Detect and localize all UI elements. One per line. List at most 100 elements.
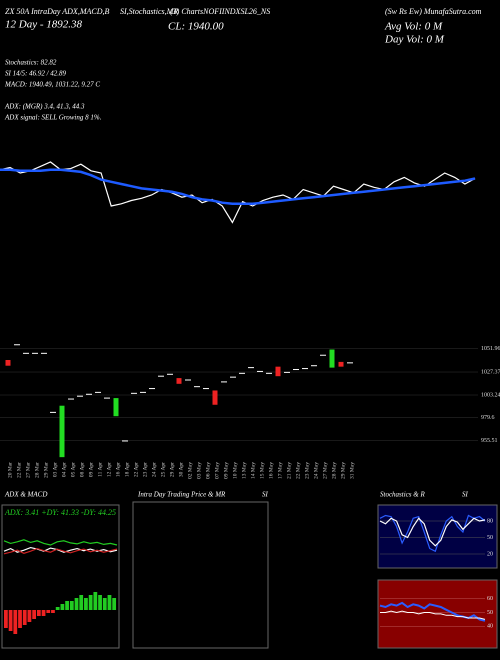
panel-title: ADX & MACD: [4, 491, 47, 499]
x-tick-label: 25 Apr: [160, 462, 166, 477]
x-tick-label: 22 Mar: [16, 462, 22, 478]
panel-subtitle: SI: [262, 491, 269, 499]
macd-bar: [4, 610, 8, 628]
y-tick-label: 955.51: [481, 438, 498, 444]
y-tick-label: 20: [487, 551, 493, 557]
x-tick-label: 29 May: [340, 462, 346, 479]
x-tick-label: 07 May: [214, 462, 220, 479]
macd-bar: [13, 610, 18, 634]
macd-bar: [55, 607, 60, 610]
y-tick-label: 40: [487, 624, 493, 630]
series-line: [0, 168, 476, 206]
macd-bar: [65, 601, 69, 610]
x-tick-label: 08 Apr: [79, 462, 85, 477]
y-tick-label: 1003.24: [481, 392, 500, 398]
macd-bar: [60, 604, 65, 610]
x-tick-label: 16 Apr: [115, 462, 121, 477]
x-tick-label: 21 May: [286, 462, 292, 479]
y-tick-label: 1051.96: [481, 346, 500, 352]
header-text: SI,Stochastics,MR: [120, 7, 178, 16]
series-line: [379, 514, 486, 553]
y-tick-label: 1027.37: [481, 369, 500, 375]
x-tick-label: 27 May: [322, 462, 328, 479]
panel-subtitle: SI: [462, 491, 469, 499]
series-line: [379, 517, 486, 547]
stoch-panel: [377, 504, 498, 569]
series-line: [3, 547, 118, 555]
header-text: Stochastics: 82.82: [5, 59, 57, 67]
candle: [5, 360, 11, 366]
x-tick-label: 24 Apr: [151, 462, 157, 477]
y-tick-label: 50: [487, 610, 493, 616]
x-tick-label: 09 Apr: [88, 462, 94, 477]
macd-bar: [93, 592, 98, 610]
candle: [176, 378, 182, 384]
x-tick-label: 23 May: [304, 462, 310, 479]
header-text: 12 Day - 1892.38: [5, 19, 82, 31]
x-tick-label: 02 May: [187, 462, 193, 479]
x-tick-label: 27 Mar: [25, 462, 31, 478]
candle: [59, 405, 65, 458]
panel-title: Stochastics & R: [380, 491, 425, 499]
x-tick-label: 24 May: [313, 462, 319, 479]
x-tick-label: 22 Apr: [133, 462, 139, 477]
y-tick-label: 50: [487, 535, 493, 541]
y-tick-label: 979.6: [481, 415, 495, 421]
series-line: [0, 161, 476, 224]
macd-bar: [41, 610, 46, 616]
macd-bar: [69, 601, 74, 610]
x-tick-label: 06 May: [205, 462, 211, 479]
header-text: MACD: 1940.49, 1031.22, 9.27 C: [4, 81, 100, 89]
macd-bar: [51, 610, 55, 613]
macd-bar: [98, 595, 102, 610]
macd-bar: [79, 595, 84, 610]
x-tick-label: 12 Apr: [106, 462, 112, 477]
series-line: [3, 539, 118, 546]
candle: [275, 366, 281, 377]
candle: [338, 361, 344, 367]
macd-bar: [107, 595, 112, 610]
candle: [113, 398, 119, 417]
macd-bar: [84, 598, 88, 610]
header-text: Avg Vol: 0 M: [384, 21, 443, 33]
panel-title: Intra Day Trading Price & MR: [137, 491, 226, 499]
x-tick-label: 31 May: [349, 462, 355, 479]
header-text: CL: 1940.00: [168, 21, 224, 33]
x-tick-label: 29 Apr: [169, 462, 175, 477]
x-tick-label: 28 Mar: [34, 462, 40, 478]
x-tick-label: 16 May: [268, 462, 274, 479]
x-tick-label: 09 May: [223, 462, 229, 479]
x-tick-label: 28 May: [331, 462, 337, 479]
header-text: ADX: (MGR) 3.4, 41.3, 44.3: [4, 103, 85, 111]
x-tick-label: 03 May: [196, 462, 202, 479]
x-tick-label: 29 Mar: [43, 462, 49, 478]
macd-bar: [102, 598, 107, 610]
header-text: SI 14/5: 46.92 / 42.89: [5, 70, 67, 78]
macd-bar: [22, 610, 27, 625]
y-tick-label: 80: [487, 518, 493, 524]
x-tick-label: 14 May: [250, 462, 256, 479]
macd-bar: [8, 610, 13, 631]
macd-bar: [18, 610, 22, 628]
header-text: (3) ChartsNOFIINDXSL26_NS: [170, 7, 270, 16]
x-tick-label: 04 Apr: [61, 462, 67, 477]
candle: [212, 390, 218, 405]
intraday-panel: [132, 501, 269, 649]
header-text: ADX signal: SELL Growing 8 1%.: [4, 114, 102, 122]
x-tick-label: 11 Apr: [97, 462, 103, 477]
x-tick-label: 30 Apr: [178, 462, 184, 477]
x-tick-label: 17 May: [277, 462, 283, 479]
header-text: ZX 50A IntraDay ADX,MACD,B: [5, 7, 109, 16]
macd-bar: [27, 610, 32, 622]
header-text: (Sw Rs Ew) MunafaSutra.com: [385, 7, 482, 16]
macd-bar: [32, 610, 37, 619]
macd-bar: [88, 595, 93, 610]
macd-bar: [36, 610, 41, 616]
macd-bar: [46, 610, 51, 613]
x-tick-label: 22 May: [295, 462, 301, 479]
y-tick-label: 60: [487, 596, 493, 602]
macd-bar: [112, 598, 117, 610]
header-text: Day Vol: 0 M: [384, 34, 445, 46]
x-tick-label: 05 Apr: [70, 462, 76, 477]
